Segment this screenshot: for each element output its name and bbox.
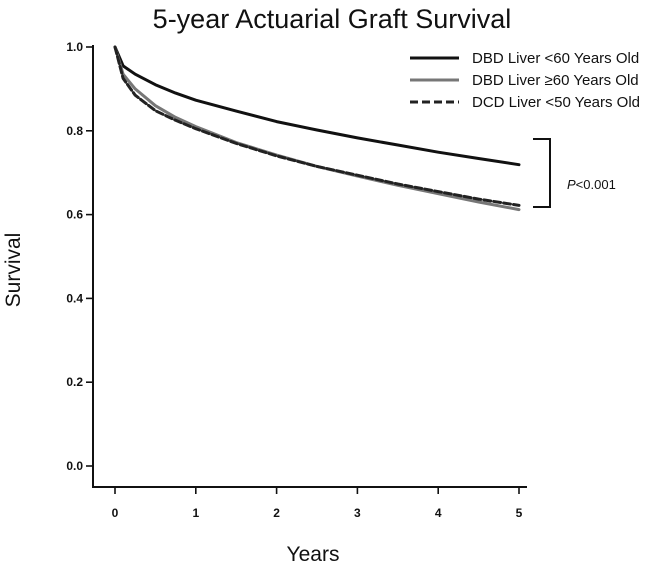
- y-tick-label-5: 1.0: [66, 40, 83, 54]
- legend-label-2: DCD Liver <50 Years Old: [472, 94, 640, 111]
- x-tick-label-5: 5: [516, 506, 523, 520]
- x-tick-label-4: 4: [435, 506, 442, 520]
- x-tick-label-0: 0: [112, 506, 119, 520]
- chart-title: 5-year Actuarial Graft Survival: [153, 4, 512, 34]
- series-line-0: [113, 45, 521, 167]
- y-tick-label-0: 0.0: [66, 459, 83, 473]
- y-tick-label-1: 0.2: [66, 375, 83, 389]
- y-axis-ticks: 0.0 0.2 0.4 0.6 0.8 1.0: [66, 40, 93, 473]
- legend-label-1: DBD Liver ≥60 Years Old: [472, 72, 639, 89]
- y-tick-label-2: 0.4: [66, 291, 83, 305]
- legend: DBD Liver <60 Years Old DBD Liver ≥60 Yea…: [410, 50, 640, 111]
- y-tick-label-3: 0.6: [66, 208, 83, 222]
- x-tick-label-3: 3: [354, 506, 361, 520]
- legend-label-0: DBD Liver <60 Years Old: [472, 50, 639, 67]
- x-axis-title: Years: [287, 543, 340, 565]
- p-value-threshold: <0.001: [576, 177, 616, 192]
- x-tick-label-2: 2: [273, 506, 280, 520]
- series-line-2: [113, 45, 521, 207]
- p-value-letter: P: [567, 177, 576, 192]
- survival-curves: [113, 45, 521, 212]
- x-tick-label-1: 1: [192, 506, 199, 520]
- x-axis-ticks: 0 1 2 3 4 5: [112, 487, 523, 520]
- series-line-1: [113, 45, 521, 212]
- p-value-annotation: P<0.001: [567, 177, 616, 192]
- significance-bracket: [533, 138, 551, 208]
- y-tick-label-4: 0.8: [66, 124, 83, 138]
- y-axis-title: Survival: [2, 233, 25, 308]
